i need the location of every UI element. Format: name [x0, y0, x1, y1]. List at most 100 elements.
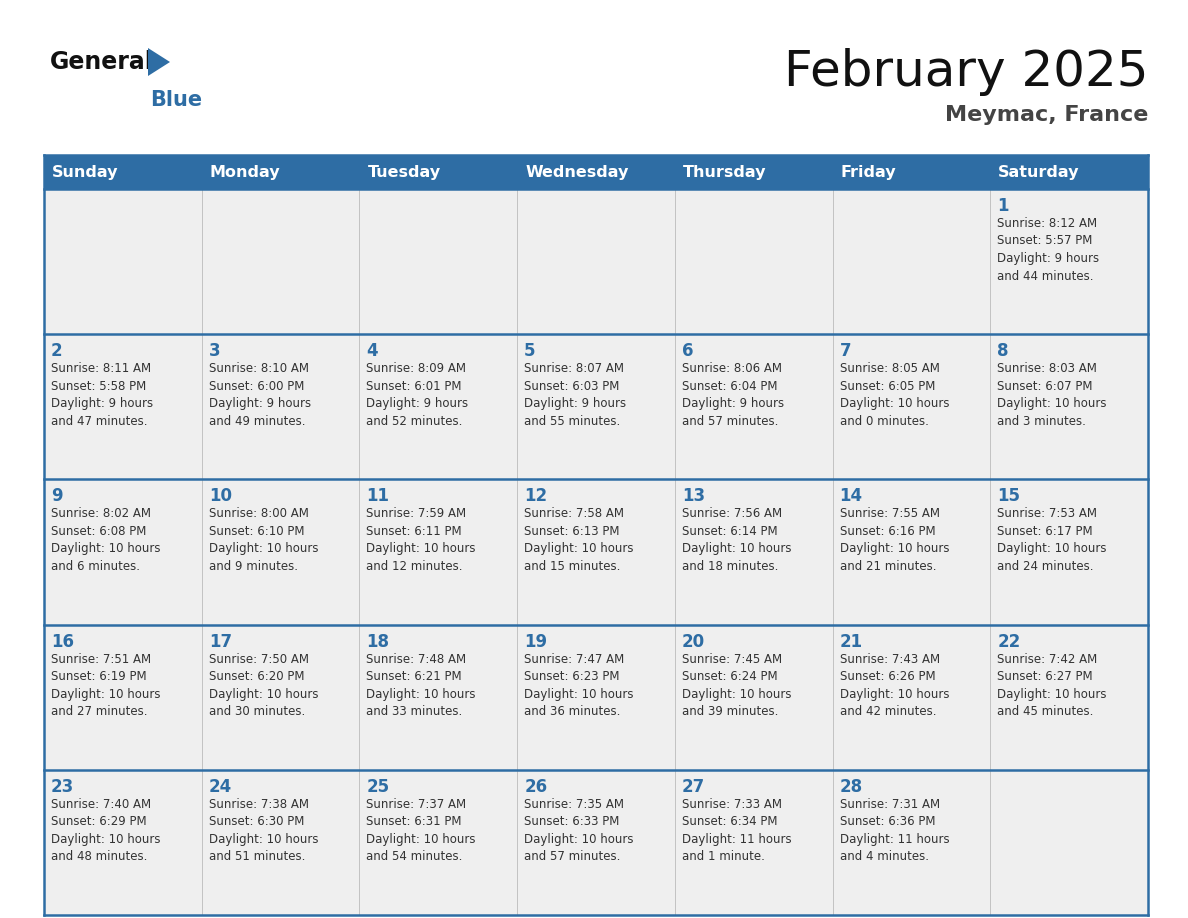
Text: and 21 minutes.: and 21 minutes.: [840, 560, 936, 573]
Text: and 33 minutes.: and 33 minutes.: [366, 705, 462, 718]
Text: and 48 minutes.: and 48 minutes.: [51, 850, 147, 863]
Text: Sunset: 6:36 PM: Sunset: 6:36 PM: [840, 815, 935, 828]
Text: and 54 minutes.: and 54 minutes.: [366, 850, 463, 863]
Text: Sunrise: 7:38 AM: Sunrise: 7:38 AM: [209, 798, 309, 811]
Text: Daylight: 10 hours: Daylight: 10 hours: [51, 688, 160, 700]
Text: Sunrise: 8:06 AM: Sunrise: 8:06 AM: [682, 363, 782, 375]
Text: Daylight: 10 hours: Daylight: 10 hours: [997, 397, 1107, 410]
Text: Sunrise: 7:55 AM: Sunrise: 7:55 AM: [840, 508, 940, 521]
Text: Daylight: 10 hours: Daylight: 10 hours: [209, 833, 318, 845]
Text: and 39 minutes.: and 39 minutes.: [682, 705, 778, 718]
Text: Sunset: 6:27 PM: Sunset: 6:27 PM: [997, 670, 1093, 683]
Text: 25: 25: [366, 778, 390, 796]
Text: Daylight: 9 hours: Daylight: 9 hours: [209, 397, 311, 410]
Text: 26: 26: [524, 778, 548, 796]
Text: and 57 minutes.: and 57 minutes.: [524, 850, 620, 863]
Text: Sunset: 6:13 PM: Sunset: 6:13 PM: [524, 525, 620, 538]
Text: Sunset: 6:04 PM: Sunset: 6:04 PM: [682, 380, 777, 393]
Text: and 57 minutes.: and 57 minutes.: [682, 415, 778, 428]
Text: 3: 3: [209, 342, 220, 360]
Text: Daylight: 10 hours: Daylight: 10 hours: [524, 688, 633, 700]
Text: Sunset: 6:08 PM: Sunset: 6:08 PM: [51, 525, 146, 538]
Bar: [44, 155, 1148, 189]
Text: 27: 27: [682, 778, 706, 796]
Text: Daylight: 10 hours: Daylight: 10 hours: [840, 688, 949, 700]
Text: Sunrise: 8:00 AM: Sunrise: 8:00 AM: [209, 508, 309, 521]
Text: 18: 18: [366, 633, 390, 651]
Text: Daylight: 9 hours: Daylight: 9 hours: [51, 397, 153, 410]
Text: Sunrise: 7:43 AM: Sunrise: 7:43 AM: [840, 653, 940, 666]
Text: Blue: Blue: [150, 90, 202, 110]
Text: 5: 5: [524, 342, 536, 360]
Text: and 51 minutes.: and 51 minutes.: [209, 850, 305, 863]
Text: Sunset: 6:34 PM: Sunset: 6:34 PM: [682, 815, 777, 828]
Text: Sunset: 6:16 PM: Sunset: 6:16 PM: [840, 525, 935, 538]
Bar: [44, 479, 1148, 624]
Text: Sunset: 6:11 PM: Sunset: 6:11 PM: [366, 525, 462, 538]
Text: 19: 19: [524, 633, 548, 651]
Text: and 6 minutes.: and 6 minutes.: [51, 560, 140, 573]
Text: Daylight: 11 hours: Daylight: 11 hours: [840, 833, 949, 845]
Text: Daylight: 9 hours: Daylight: 9 hours: [366, 397, 468, 410]
Text: Daylight: 9 hours: Daylight: 9 hours: [682, 397, 784, 410]
Text: Sunrise: 7:45 AM: Sunrise: 7:45 AM: [682, 653, 782, 666]
Text: Meymac, France: Meymac, France: [944, 105, 1148, 125]
Text: 23: 23: [51, 778, 74, 796]
Bar: [44, 334, 1148, 479]
Text: Sunrise: 7:56 AM: Sunrise: 7:56 AM: [682, 508, 782, 521]
Text: Sunset: 6:01 PM: Sunset: 6:01 PM: [366, 380, 462, 393]
Text: Daylight: 9 hours: Daylight: 9 hours: [524, 397, 626, 410]
Text: Sunset: 6:31 PM: Sunset: 6:31 PM: [366, 815, 462, 828]
Text: Daylight: 10 hours: Daylight: 10 hours: [209, 688, 318, 700]
Text: 22: 22: [997, 633, 1020, 651]
Text: Sunrise: 7:37 AM: Sunrise: 7:37 AM: [366, 798, 467, 811]
Text: Sunset: 6:33 PM: Sunset: 6:33 PM: [524, 815, 619, 828]
Text: 4: 4: [366, 342, 378, 360]
Text: 14: 14: [840, 487, 862, 506]
Text: 8: 8: [997, 342, 1009, 360]
Text: Sunrise: 7:42 AM: Sunrise: 7:42 AM: [997, 653, 1098, 666]
Text: Sunset: 6:05 PM: Sunset: 6:05 PM: [840, 380, 935, 393]
Text: Sunset: 6:29 PM: Sunset: 6:29 PM: [51, 815, 146, 828]
Text: and 47 minutes.: and 47 minutes.: [51, 415, 147, 428]
Text: February 2025: February 2025: [784, 48, 1148, 96]
Text: and 4 minutes.: and 4 minutes.: [840, 850, 929, 863]
Text: 10: 10: [209, 487, 232, 506]
Text: 15: 15: [997, 487, 1020, 506]
Text: 1: 1: [997, 197, 1009, 215]
Text: Daylight: 10 hours: Daylight: 10 hours: [209, 543, 318, 555]
Text: Daylight: 10 hours: Daylight: 10 hours: [997, 543, 1107, 555]
Text: Sunset: 6:23 PM: Sunset: 6:23 PM: [524, 670, 620, 683]
Text: Sunrise: 8:07 AM: Sunrise: 8:07 AM: [524, 363, 624, 375]
Text: and 0 minutes.: and 0 minutes.: [840, 415, 929, 428]
Text: Sunset: 5:58 PM: Sunset: 5:58 PM: [51, 380, 146, 393]
Text: Daylight: 10 hours: Daylight: 10 hours: [682, 543, 791, 555]
Text: Daylight: 10 hours: Daylight: 10 hours: [51, 833, 160, 845]
Text: Sunset: 6:17 PM: Sunset: 6:17 PM: [997, 525, 1093, 538]
Text: Sunset: 6:30 PM: Sunset: 6:30 PM: [209, 815, 304, 828]
Text: Tuesday: Tuesday: [367, 164, 441, 180]
Text: Sunset: 6:07 PM: Sunset: 6:07 PM: [997, 380, 1093, 393]
Text: and 52 minutes.: and 52 minutes.: [366, 415, 463, 428]
Text: Daylight: 10 hours: Daylight: 10 hours: [524, 833, 633, 845]
Text: and 55 minutes.: and 55 minutes.: [524, 415, 620, 428]
Text: Sunrise: 7:53 AM: Sunrise: 7:53 AM: [997, 508, 1098, 521]
Text: Sunrise: 8:05 AM: Sunrise: 8:05 AM: [840, 363, 940, 375]
Text: and 12 minutes.: and 12 minutes.: [366, 560, 463, 573]
Text: Sunrise: 7:59 AM: Sunrise: 7:59 AM: [366, 508, 467, 521]
Text: Sunrise: 7:35 AM: Sunrise: 7:35 AM: [524, 798, 624, 811]
Text: Sunset: 6:00 PM: Sunset: 6:00 PM: [209, 380, 304, 393]
Text: General: General: [50, 50, 154, 74]
Text: Daylight: 10 hours: Daylight: 10 hours: [682, 688, 791, 700]
Text: 12: 12: [524, 487, 548, 506]
Text: 17: 17: [209, 633, 232, 651]
Text: Sunset: 6:24 PM: Sunset: 6:24 PM: [682, 670, 777, 683]
Text: Saturday: Saturday: [998, 164, 1080, 180]
Text: and 27 minutes.: and 27 minutes.: [51, 705, 147, 718]
Text: 20: 20: [682, 633, 704, 651]
Bar: [44, 189, 1148, 334]
Text: Sunday: Sunday: [52, 164, 119, 180]
Text: Sunset: 6:26 PM: Sunset: 6:26 PM: [840, 670, 935, 683]
Text: 16: 16: [51, 633, 74, 651]
Bar: [44, 624, 1148, 770]
